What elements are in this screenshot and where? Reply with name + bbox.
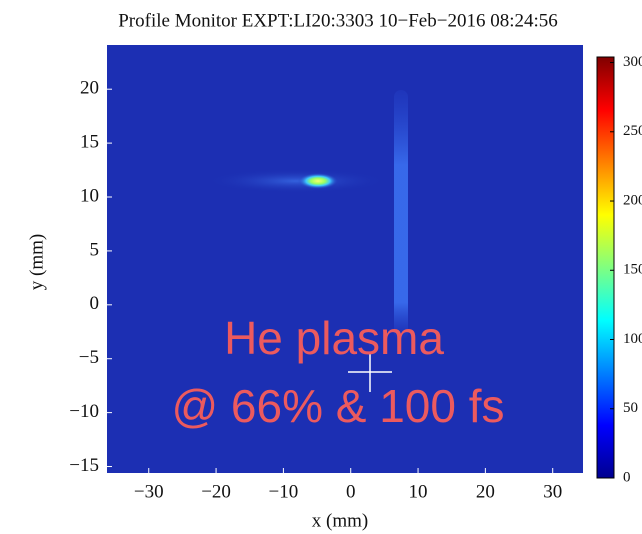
heatmap-spot bbox=[298, 173, 338, 189]
x-tick-label: 10 bbox=[409, 481, 428, 502]
annotation: He plasma bbox=[224, 312, 444, 364]
y-tick-label: 10 bbox=[80, 185, 99, 206]
annotation: @ 66% & 100 fs bbox=[171, 380, 504, 432]
heatmap-streak bbox=[394, 90, 408, 340]
x-tick-label: −10 bbox=[269, 481, 299, 502]
x-tick-label: 0 bbox=[346, 481, 356, 502]
colorbar-tick-label: 50 bbox=[623, 400, 638, 416]
x-tick-label: −20 bbox=[201, 481, 231, 502]
chart-title: Profile Monitor EXPT:LI20:3303 10−Feb−20… bbox=[118, 10, 558, 31]
colorbar-tick-label: 200 bbox=[623, 192, 642, 208]
plot-area bbox=[107, 45, 583, 473]
colorbar-tick-label: 150 bbox=[623, 262, 642, 278]
x-tick-label: −30 bbox=[134, 481, 164, 502]
x-tick-label: 20 bbox=[476, 481, 495, 502]
heatmap-halo bbox=[206, 169, 386, 193]
x-axis-label: x (mm) bbox=[312, 510, 368, 531]
heatmap-background bbox=[107, 45, 583, 473]
colorbar bbox=[596, 56, 615, 479]
y-tick-label: 0 bbox=[90, 293, 100, 314]
colorbar-tick-label: 100 bbox=[623, 331, 642, 347]
colorbar-tick-label: 0 bbox=[623, 469, 631, 485]
y-tick-label: 5 bbox=[90, 239, 100, 260]
y-axis-label: y (mm) bbox=[26, 234, 47, 290]
y-tick-label: 20 bbox=[80, 78, 99, 99]
x-tick-label: 30 bbox=[543, 481, 562, 502]
crosshair bbox=[348, 352, 392, 392]
y-tick-label: −15 bbox=[69, 455, 99, 476]
y-tick-label: 15 bbox=[80, 131, 99, 152]
y-tick-label: −5 bbox=[79, 347, 99, 368]
colorbar-tick-label: 250 bbox=[623, 123, 642, 139]
colorbar-tick-label: 300 bbox=[623, 54, 642, 70]
y-tick-label: −10 bbox=[69, 401, 99, 422]
